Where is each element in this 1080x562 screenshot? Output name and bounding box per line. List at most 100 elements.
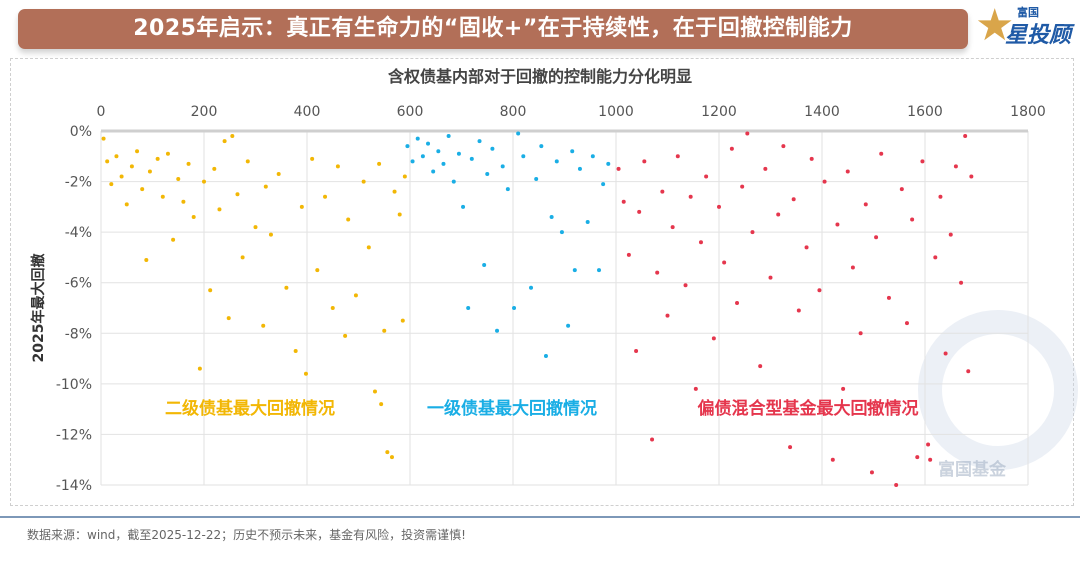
data-point [372,389,377,394]
data-point [261,323,266,328]
data-point [155,156,160,161]
data-point [597,268,602,273]
data-point [377,161,382,166]
data-point [382,328,387,333]
data-point [554,159,559,164]
y-tick-label: -6% [65,276,92,292]
data-point [626,252,631,257]
data-point [920,159,925,164]
data-point [186,161,191,166]
title-banner: 2025年启示：真正有生命力的“固收+”在于持续性，在于回撤控制能力 [18,9,968,49]
data-point [436,149,441,154]
data-point [750,230,755,235]
data-point [253,225,258,230]
data-point [830,457,835,462]
data-point [781,144,786,149]
data-point [299,204,304,209]
data-point [385,450,390,455]
data-point [208,288,213,293]
data-point [822,179,827,184]
data-point [144,257,149,262]
data-point [886,295,891,300]
data-point [482,263,487,268]
page-title: 2025年启示：真正有生命力的“固收+”在于持续性，在于回撤控制能力 [133,16,853,41]
data-point [549,214,554,219]
data-point [763,166,768,171]
data-point [268,232,273,237]
data-point [140,187,145,192]
data-point [420,154,425,159]
data-point [590,154,595,159]
data-point [841,386,846,391]
logo-main-text: 星投顾 [1005,23,1072,48]
data-point [963,134,968,139]
data-point [858,331,863,336]
data-point [335,164,340,169]
y-tick-label: -8% [65,326,92,342]
data-point [637,209,642,214]
data-point [938,194,943,199]
data-point [446,134,451,139]
y-tick-label: -10% [56,377,92,393]
data-point [543,354,548,359]
data-point [933,255,938,260]
data-point [863,202,868,207]
data-point [899,187,904,192]
data-point [293,348,298,353]
data-point [114,154,119,159]
data-point [263,184,268,189]
data-point [874,235,879,240]
data-point [397,212,402,217]
data-point [230,134,235,139]
data-point [400,318,405,323]
data-point [758,364,763,369]
data-point [966,369,971,374]
data-point [235,192,240,197]
data-point [634,348,639,353]
data-point [869,470,874,475]
data-point [616,166,621,171]
data-point [660,189,665,194]
data-point [276,171,281,176]
data-point [791,197,796,202]
data-point [124,202,129,207]
data-point [817,288,822,293]
data-point [910,217,915,222]
data-point [303,371,308,376]
data-point [740,184,745,189]
data-point [495,328,500,333]
data-point [402,174,407,179]
x-tick-label: 1600 [907,104,943,120]
star-icon: ★ [975,0,1015,51]
data-point [704,174,709,179]
data-point [521,154,526,159]
data-point [904,321,909,326]
data-point [879,151,884,156]
data-point [226,316,231,321]
data-point [512,306,517,310]
footer-divider [0,516,1080,518]
x-tick-label: 0 [97,104,106,120]
data-point [245,159,250,164]
data-point [683,283,688,288]
data-point [969,174,974,179]
data-point [621,199,626,204]
data-point [135,149,140,154]
x-tick-label: 600 [397,104,424,120]
data-point [835,222,840,227]
y-tick-label: -12% [56,427,92,443]
data-point [894,483,899,487]
data-point [735,300,740,305]
data-point [361,179,366,184]
data-point [240,255,245,260]
data-point [585,220,590,225]
data-point [768,275,773,280]
data-point [809,156,814,161]
data-point [490,146,495,151]
data-point [796,308,801,313]
data-point [315,268,320,273]
data-point [665,313,670,318]
logo-top-text: 富国 [1017,6,1039,19]
data-point [953,164,958,169]
